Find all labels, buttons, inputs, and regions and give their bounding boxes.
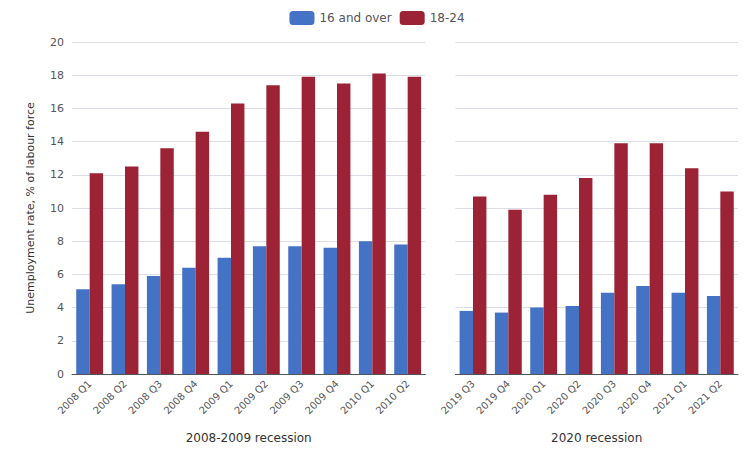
svg-text:2008 Q3: 2008 Q3 [126,378,164,416]
svg-text:20: 20 [50,36,64,49]
svg-text:16 and over: 16 and over [319,11,391,25]
svg-text:2009 Q2: 2009 Q2 [232,378,270,416]
svg-text:2010 Q2: 2010 Q2 [374,378,412,416]
svg-text:2019 Q3: 2019 Q3 [439,378,477,416]
svg-text:2021 Q1: 2021 Q1 [651,378,689,416]
svg-text:2021 Q2: 2021 Q2 [686,378,724,416]
svg-text:2008 Q2: 2008 Q2 [91,378,129,416]
svg-text:2009 Q4: 2009 Q4 [303,378,341,416]
svg-text:2019 Q4: 2019 Q4 [474,378,512,416]
svg-text:0: 0 [57,368,64,381]
svg-text:18: 18 [50,69,64,82]
svg-text:2: 2 [57,334,64,347]
svg-text:16: 16 [50,102,64,115]
svg-text:2020 Q2: 2020 Q2 [545,378,583,416]
svg-text:18-24: 18-24 [430,11,465,25]
svg-text:8: 8 [57,235,64,248]
svg-text:2020 Q1: 2020 Q1 [510,378,548,416]
svg-text:2009 Q3: 2009 Q3 [268,378,306,416]
svg-text:2009 Q1: 2009 Q1 [197,378,235,416]
svg-text:12: 12 [50,168,64,181]
svg-text:4: 4 [57,301,64,314]
svg-text:2008-2009 recession: 2008-2009 recession [186,431,312,445]
svg-text:14: 14 [50,135,64,148]
svg-text:2020 Q3: 2020 Q3 [580,378,618,416]
svg-text:2008 Q1: 2008 Q1 [56,378,94,416]
svg-text:Unemployment rate, % of labour: Unemployment rate, % of labour force [24,102,37,314]
svg-text:2020 recession: 2020 recession [551,431,642,445]
svg-text:2020 Q4: 2020 Q4 [616,378,654,416]
svg-text:6: 6 [57,268,64,281]
svg-text:10: 10 [50,202,64,215]
svg-text:2010 Q1: 2010 Q1 [338,378,376,416]
svg-text:2008 Q4: 2008 Q4 [162,378,200,416]
